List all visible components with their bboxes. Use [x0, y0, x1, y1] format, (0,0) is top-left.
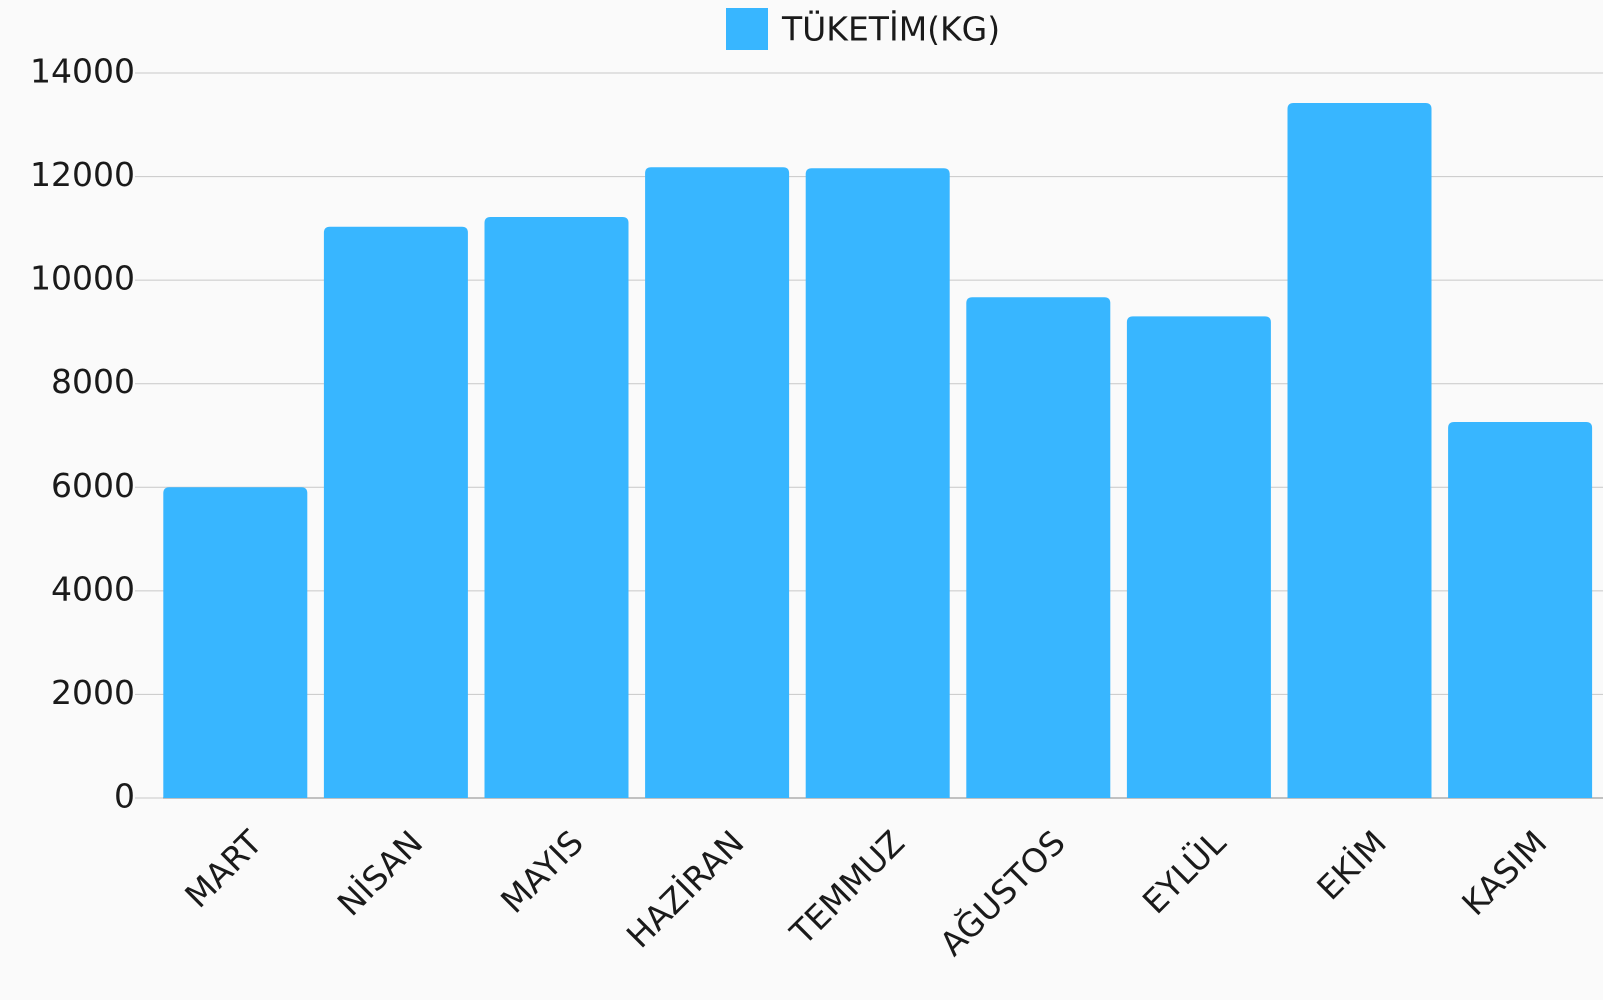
bar — [484, 216, 629, 798]
bar — [1287, 103, 1432, 799]
y-tick-label: 0 — [114, 777, 135, 816]
y-tick-label: 8000 — [51, 362, 135, 401]
bar — [1448, 422, 1593, 798]
y-tick-label: 4000 — [51, 569, 135, 608]
bar — [805, 168, 950, 799]
y-tick-label: 10000 — [30, 259, 135, 298]
y-tick-label: 12000 — [30, 155, 135, 194]
y-tick-label: 14000 — [30, 52, 135, 91]
legend-label: TÜKETİM(KG) — [781, 9, 1000, 49]
bar — [163, 487, 308, 798]
y-tick-label: 6000 — [51, 466, 135, 505]
bar — [1126, 316, 1271, 798]
legend-swatch — [726, 8, 768, 50]
y-tick-label: 2000 — [51, 673, 135, 712]
bar — [323, 226, 468, 798]
bar — [966, 297, 1111, 798]
bar — [645, 167, 790, 798]
